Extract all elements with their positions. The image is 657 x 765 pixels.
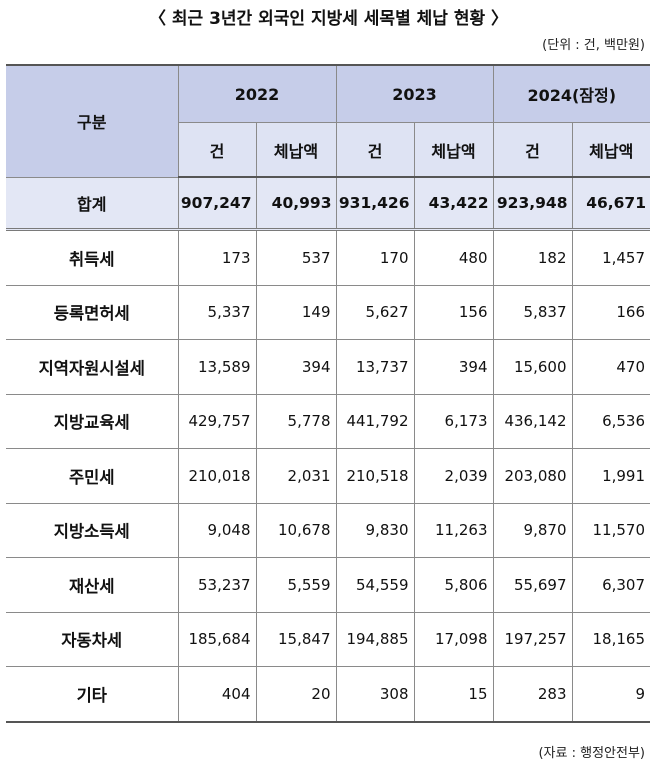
cell-value: 923,948 [492,176,573,230]
row-label: 지방교육세 [6,393,179,449]
amount-header: 체납액 [571,122,651,178]
total-row: 합계 907,247 40,993 931,426 43,422 923,948… [6,176,651,230]
cell-value: 6,536 [571,393,651,449]
cell-value: 166 [571,284,651,340]
table-row: 기타 404 20 308 15 283 9 [6,666,651,722]
cell-value: 20 [255,666,337,722]
cell-value: 441,792 [335,393,415,449]
cell-value: 11,263 [413,502,494,558]
cell-value: 210,018 [177,448,257,504]
cell-value: 436,142 [492,393,573,449]
count-header: 건 [177,122,257,178]
cell-value: 5,627 [335,284,415,340]
cell-value: 18,165 [571,611,651,667]
cell-value: 1,991 [571,448,651,504]
cell-value: 5,806 [413,557,494,613]
delinquency-table: 구분 2022 2023 2024(잠정) 건 체납액 건 체납액 건 체납액 … [6,64,651,723]
cell-value: 404 [177,666,257,722]
year-header-2023: 2023 [335,64,494,123]
cell-value: 46,671 [571,176,651,230]
row-label: 취득세 [6,228,179,286]
year-header-2024: 2024(잠정) [492,64,651,123]
table-row: 주민세 210,018 2,031 210,518 2,039 203,080 … [6,448,651,504]
table-row: 지역자원시설세 13,589 394 13,737 394 15,600 470 [6,339,651,395]
cell-value: 9,830 [335,502,415,558]
cell-value: 194,885 [335,611,415,667]
unit-note: (단위 : 건, 백만원) [542,38,645,53]
cell-value: 2,039 [413,448,494,504]
cell-value: 394 [413,339,494,395]
table-row: 자동차세 185,684 15,847 194,885 17,098 197,2… [6,611,651,667]
source-note: (자료 : 행정안전부) [538,746,645,761]
amount-header: 체납액 [413,122,494,178]
cell-value: 182 [492,228,573,286]
cell-value: 283 [492,666,573,722]
cell-value: 15 [413,666,494,722]
cell-value: 17,098 [413,611,494,667]
cell-value: 185,684 [177,611,257,667]
cell-value: 537 [255,228,337,286]
cell-value: 9,048 [177,502,257,558]
cell-value: 429,757 [177,393,257,449]
cell-value: 6,173 [413,393,494,449]
cell-value: 5,337 [177,284,257,340]
table-title: 〈 최근 3년간 외국인 지방세 세목별 체납 현황 〉 [148,9,509,29]
row-label: 자동차세 [6,611,179,667]
table-row: 취득세 173 537 170 480 182 1,457 [6,228,651,286]
cell-value: 308 [335,666,415,722]
table-row: 재산세 53,237 5,559 54,559 5,806 55,697 6,3… [6,557,651,613]
row-label: 지역자원시설세 [6,339,179,395]
cell-value: 9,870 [492,502,573,558]
cell-value: 480 [413,228,494,286]
cell-value: 470 [571,339,651,395]
category-header: 구분 [6,64,179,178]
cell-value: 54,559 [335,557,415,613]
cell-value: 40,993 [255,176,337,230]
cell-value: 53,237 [177,557,257,613]
cell-value: 210,518 [335,448,415,504]
cell-value: 203,080 [492,448,573,504]
cell-value: 156 [413,284,494,340]
row-label: 기타 [6,666,179,722]
table-row: 지방소득세 9,048 10,678 9,830 11,263 9,870 11… [6,502,651,558]
count-header: 건 [492,122,573,178]
table-row: 지방교육세 429,757 5,778 441,792 6,173 436,14… [6,393,651,449]
count-header: 건 [335,122,415,178]
cell-value: 15,600 [492,339,573,395]
cell-value: 931,426 [335,176,415,230]
cell-value: 907,247 [177,176,257,230]
cell-value: 13,737 [335,339,415,395]
cell-value: 173 [177,228,257,286]
cell-value: 11,570 [571,502,651,558]
cell-value: 5,778 [255,393,337,449]
cell-value: 43,422 [413,176,494,230]
row-label: 합계 [6,176,179,230]
cell-value: 170 [335,228,415,286]
cell-value: 2,031 [255,448,337,504]
cell-value: 149 [255,284,337,340]
cell-value: 197,257 [492,611,573,667]
cell-value: 5,559 [255,557,337,613]
cell-value: 15,847 [255,611,337,667]
row-label: 주민세 [6,448,179,504]
row-label: 등록면허세 [6,284,179,340]
cell-value: 55,697 [492,557,573,613]
cell-value: 13,589 [177,339,257,395]
row-label: 지방소득세 [6,502,179,558]
cell-value: 10,678 [255,502,337,558]
cell-value: 6,307 [571,557,651,613]
table-row: 등록면허세 5,337 149 5,627 156 5,837 166 [6,284,651,340]
cell-value: 5,837 [492,284,573,340]
year-header-2022: 2022 [177,64,337,123]
amount-header: 체납액 [255,122,337,178]
cell-value: 1,457 [571,228,651,286]
cell-value: 394 [255,339,337,395]
cell-value: 9 [571,666,651,722]
row-label: 재산세 [6,557,179,613]
